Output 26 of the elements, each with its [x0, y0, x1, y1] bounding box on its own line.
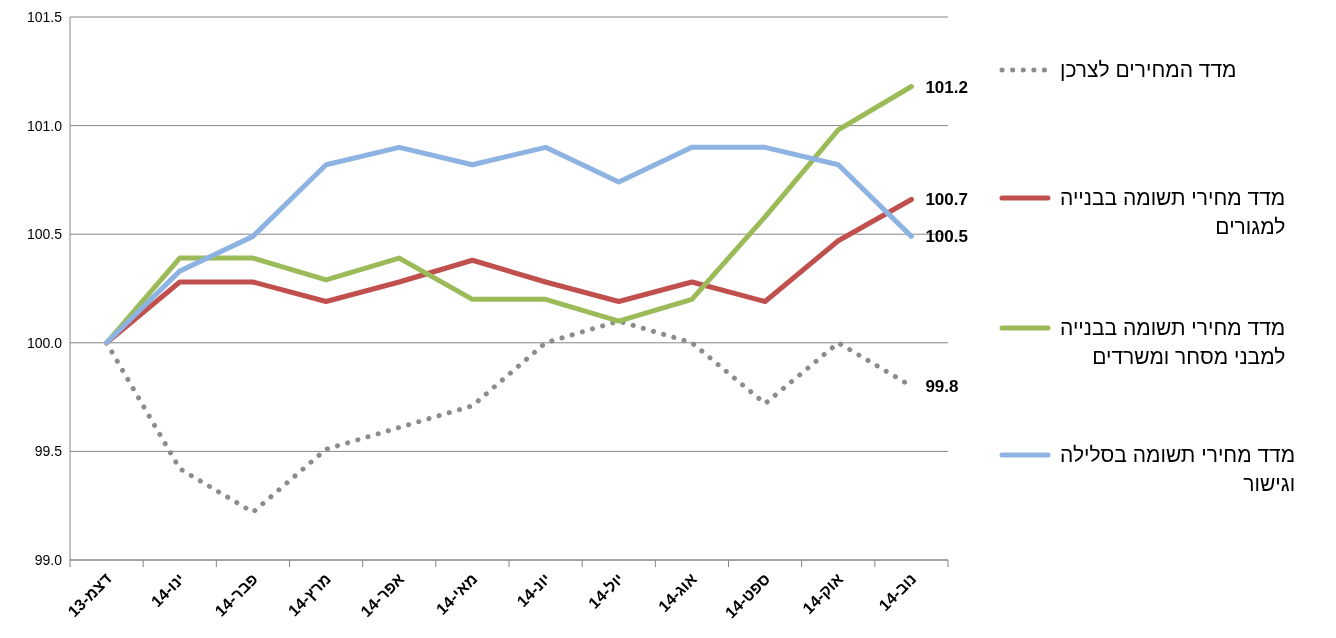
x-tick-label: ספט-14: [721, 570, 774, 622]
x-tick-label: מרץ-14: [284, 570, 335, 620]
legend-label: מדד המחירים לצרכן: [1060, 58, 1237, 81]
x-tick-label: אוק-14: [799, 570, 847, 617]
x-tick-label: דצמ-13: [64, 570, 115, 621]
y-tick-label: 100.0: [26, 334, 63, 351]
legend-label: מדד מחירי תשומה בבנייה למגורים: [1060, 186, 1286, 238]
x-tick-label: ינו-14: [147, 570, 188, 611]
legend-label: מדד מחירי תשומה בסלילה וגישור: [1060, 443, 1296, 495]
y-tick-label: 101.5: [26, 9, 63, 25]
y-tick-label: 100.5: [26, 226, 63, 243]
y-tick-label: 99.0: [34, 552, 63, 568]
data-label: 100.7: [925, 190, 968, 210]
x-tick-label: מאי-14: [432, 570, 481, 618]
x-tick-label: פבר-14: [211, 570, 262, 620]
x-tick-label: יונ-14: [513, 570, 554, 611]
y-tick-label: 99.5: [34, 443, 63, 460]
data-label: 101.2: [925, 77, 968, 97]
legend-label: מדד מחירי תשומה בבנייה למבני מסחר ומשרדים: [1060, 316, 1286, 368]
x-tick-label: יול-14: [585, 570, 627, 612]
data-label: 99.8: [925, 377, 959, 397]
x-tick-label: נוב-14: [875, 570, 920, 615]
data-label: 100.5: [925, 227, 968, 247]
x-tick-label: אפר-14: [357, 570, 408, 621]
x-tick-label: אוג-14: [655, 570, 701, 616]
y-tick-label: 101.0: [26, 117, 63, 134]
